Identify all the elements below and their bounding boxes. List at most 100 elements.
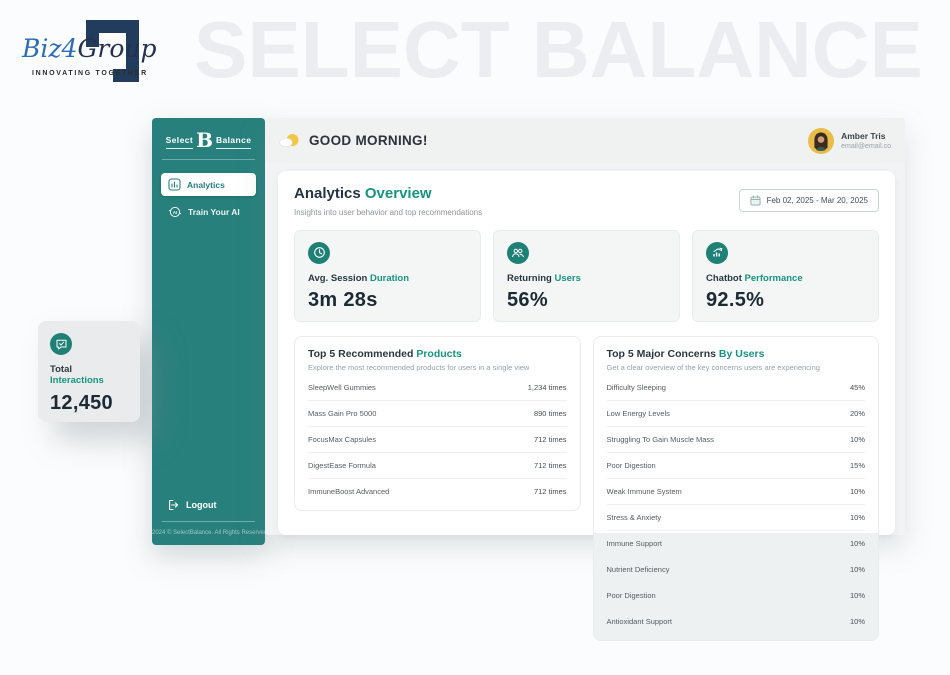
sun-cloud-icon — [279, 134, 299, 147]
sidebar-item-train-your-ai[interactable]: AI Train Your AI — [161, 200, 256, 224]
top-bar: GOOD MORNING! Amber Tris email@email.co — [265, 118, 905, 163]
stat-card-chatbot-performance: Chatbot Performance 92.5% — [692, 229, 879, 322]
sidebar: Select B Balance Analytics AI — [152, 118, 269, 545]
brand-word-prefix: Biz — [22, 34, 62, 63]
product-name: DigestEase Formula — [308, 460, 376, 470]
brand-logo: Biz4Group INNOVATING TOGETHER — [22, 12, 172, 96]
stat-value: 56% — [507, 288, 548, 311]
concern-name: Struggling To Gain Muscle Mass — [606, 434, 714, 444]
product-name: SleepWell Gummies — [308, 382, 376, 392]
concern-name: Difficulty Sleeping — [606, 382, 666, 392]
user-info: Amber Tris email@email.co — [841, 131, 891, 150]
logout-icon — [169, 499, 179, 511]
concern-row: Immune Support 10% — [606, 531, 865, 557]
user-chip[interactable]: Amber Tris email@email.co — [808, 127, 891, 154]
concern-percent: 20% — [849, 408, 865, 418]
panel-header: Analytics Overview Insights into user be… — [294, 185, 879, 217]
train-ai-icon: AI — [169, 206, 181, 218]
product-row: FocusMax Capsules 712 times — [308, 427, 567, 453]
concern-name: Nutrient Deficiency — [606, 564, 670, 574]
panel-title-block: Analytics Overview Insights into user be… — [294, 185, 483, 217]
users-icon — [507, 241, 529, 264]
top-products-subtitle: Explore the most recommended products fo… — [308, 362, 530, 372]
concern-row: Antioxidant Support 10% — [607, 609, 866, 634]
product-row: SleepWell Gummies 1,234 times — [308, 375, 567, 401]
product-name: ImmuneBoost Advanced — [308, 486, 390, 496]
concern-percent: 10% — [849, 616, 865, 626]
brand-word-suffix: Group — [77, 34, 157, 63]
product-name: Mass Gain Pro 5000 — [308, 408, 377, 418]
product-row: Mass Gain Pro 5000 890 times — [308, 401, 567, 427]
page-title: Analytics Overview — [294, 185, 482, 203]
sidebar-logo-word2: Balance — [215, 135, 252, 149]
concern-name: Immune Support — [606, 538, 662, 548]
page-title-accent: Overview — [364, 185, 432, 202]
concern-row: Poor Digestion 10% — [606, 583, 865, 609]
concern-row: Poor Digestion 15% — [606, 453, 865, 479]
concern-percent: 10% — [849, 512, 865, 522]
boards-row: Top 5 Recommended Products Explore the m… — [294, 335, 879, 641]
sidebar-divider — [162, 159, 255, 160]
concern-percent: 10% — [849, 538, 865, 548]
page-subtitle: Insights into user behavior and top reco… — [294, 207, 483, 217]
sidebar-footer-divider — [162, 521, 255, 522]
stat-label: Returning Users — [507, 272, 581, 284]
top-concerns-title: Top 5 Major Concerns By Users — [606, 347, 765, 360]
product-times: 712 times — [533, 460, 567, 470]
concern-percent: 10% — [849, 590, 865, 600]
concern-percent: 10% — [849, 564, 865, 574]
calendar-icon — [750, 195, 761, 206]
concern-percent: 10% — [849, 434, 865, 444]
avatar — [808, 127, 835, 154]
product-row: ImmuneBoost Advanced 712 times — [308, 479, 567, 504]
product-times: 712 times — [533, 434, 567, 444]
concern-percent: 10% — [849, 486, 865, 496]
concern-name: Poor Digestion — [606, 460, 656, 470]
total-interactions-value: 12,450 — [50, 392, 113, 414]
concern-name: Weak Immune System — [606, 486, 682, 496]
stat-label: Avg. Session Duration — [308, 272, 410, 284]
brand-bracket-shape — [86, 20, 139, 82]
concern-name: Stress & Anxiety — [606, 512, 662, 522]
sidebar-item-label: Train Your AI — [188, 207, 240, 217]
product-row: DigestEase Formula 712 times — [308, 453, 567, 479]
user-name: Amber Tris — [841, 131, 886, 141]
top-products-list: SleepWell Gummies 1,234 times Mass Gain … — [308, 375, 567, 504]
concern-row: Struggling To Gain Muscle Mass 10% — [606, 427, 865, 453]
concern-row: Difficulty Sleeping 45% — [606, 375, 865, 401]
logout-button[interactable]: Logout — [167, 499, 250, 511]
greeting: GOOD MORNING! — [279, 133, 428, 148]
sidebar-copyright: 2024 © SelectBalance. All Rights Reserve… — [152, 530, 269, 536]
stat-card-session-duration: Avg. Session Duration 3m 28s — [294, 229, 481, 322]
sidebar-item-label: Analytics — [187, 179, 225, 190]
stats-row: Avg. Session Duration 3m 28s — [294, 229, 879, 322]
concern-name: Poor Digestion — [606, 590, 656, 600]
product-name: FocusMax Capsules — [308, 434, 376, 444]
svg-text:AI: AI — [173, 210, 178, 215]
sidebar-logo-monogram: B — [196, 128, 213, 152]
concern-percent: 15% — [849, 460, 865, 470]
top-concerns-list: Difficulty Sleeping 45% Low Energy Level… — [606, 375, 866, 634]
concern-row: Nutrient Deficiency 10% — [606, 557, 865, 583]
watermark-text: SELECT BALANCE — [194, 5, 923, 94]
top-concerns-subtitle: Get a clear overview of the key concerns… — [606, 362, 820, 372]
page-title-main: Analytics — [294, 185, 361, 202]
logout-label: Logout — [186, 500, 217, 510]
clock-icon — [308, 241, 330, 264]
performance-chart-icon — [706, 241, 728, 264]
date-range-label: Feb 02, 2025 - Mar 20, 2025 — [766, 196, 868, 205]
user-email: email@email.co — [841, 143, 891, 150]
concern-row: Weak Immune System 10% — [606, 479, 865, 505]
product-times: 712 times — [533, 486, 567, 496]
analytics-bars-icon — [168, 178, 181, 191]
main-window: GOOD MORNING! Amber Tris email@email.co — [265, 118, 905, 641]
total-interactions-card: Total Interactions 12,450 — [38, 321, 140, 422]
sidebar-logo: Select B Balance — [160, 128, 257, 152]
date-range-button[interactable]: Feb 02, 2025 - Mar 20, 2025 — [738, 189, 879, 212]
stat-value: 92.5% — [706, 288, 765, 311]
top-concerns-card: Top 5 Major Concerns By Users Get a clea… — [592, 335, 879, 641]
top-products-title: Top 5 Recommended Products — [308, 347, 462, 360]
total-interactions-label: Total Interactions — [50, 364, 104, 386]
sidebar-item-analytics[interactable]: Analytics — [161, 173, 256, 196]
